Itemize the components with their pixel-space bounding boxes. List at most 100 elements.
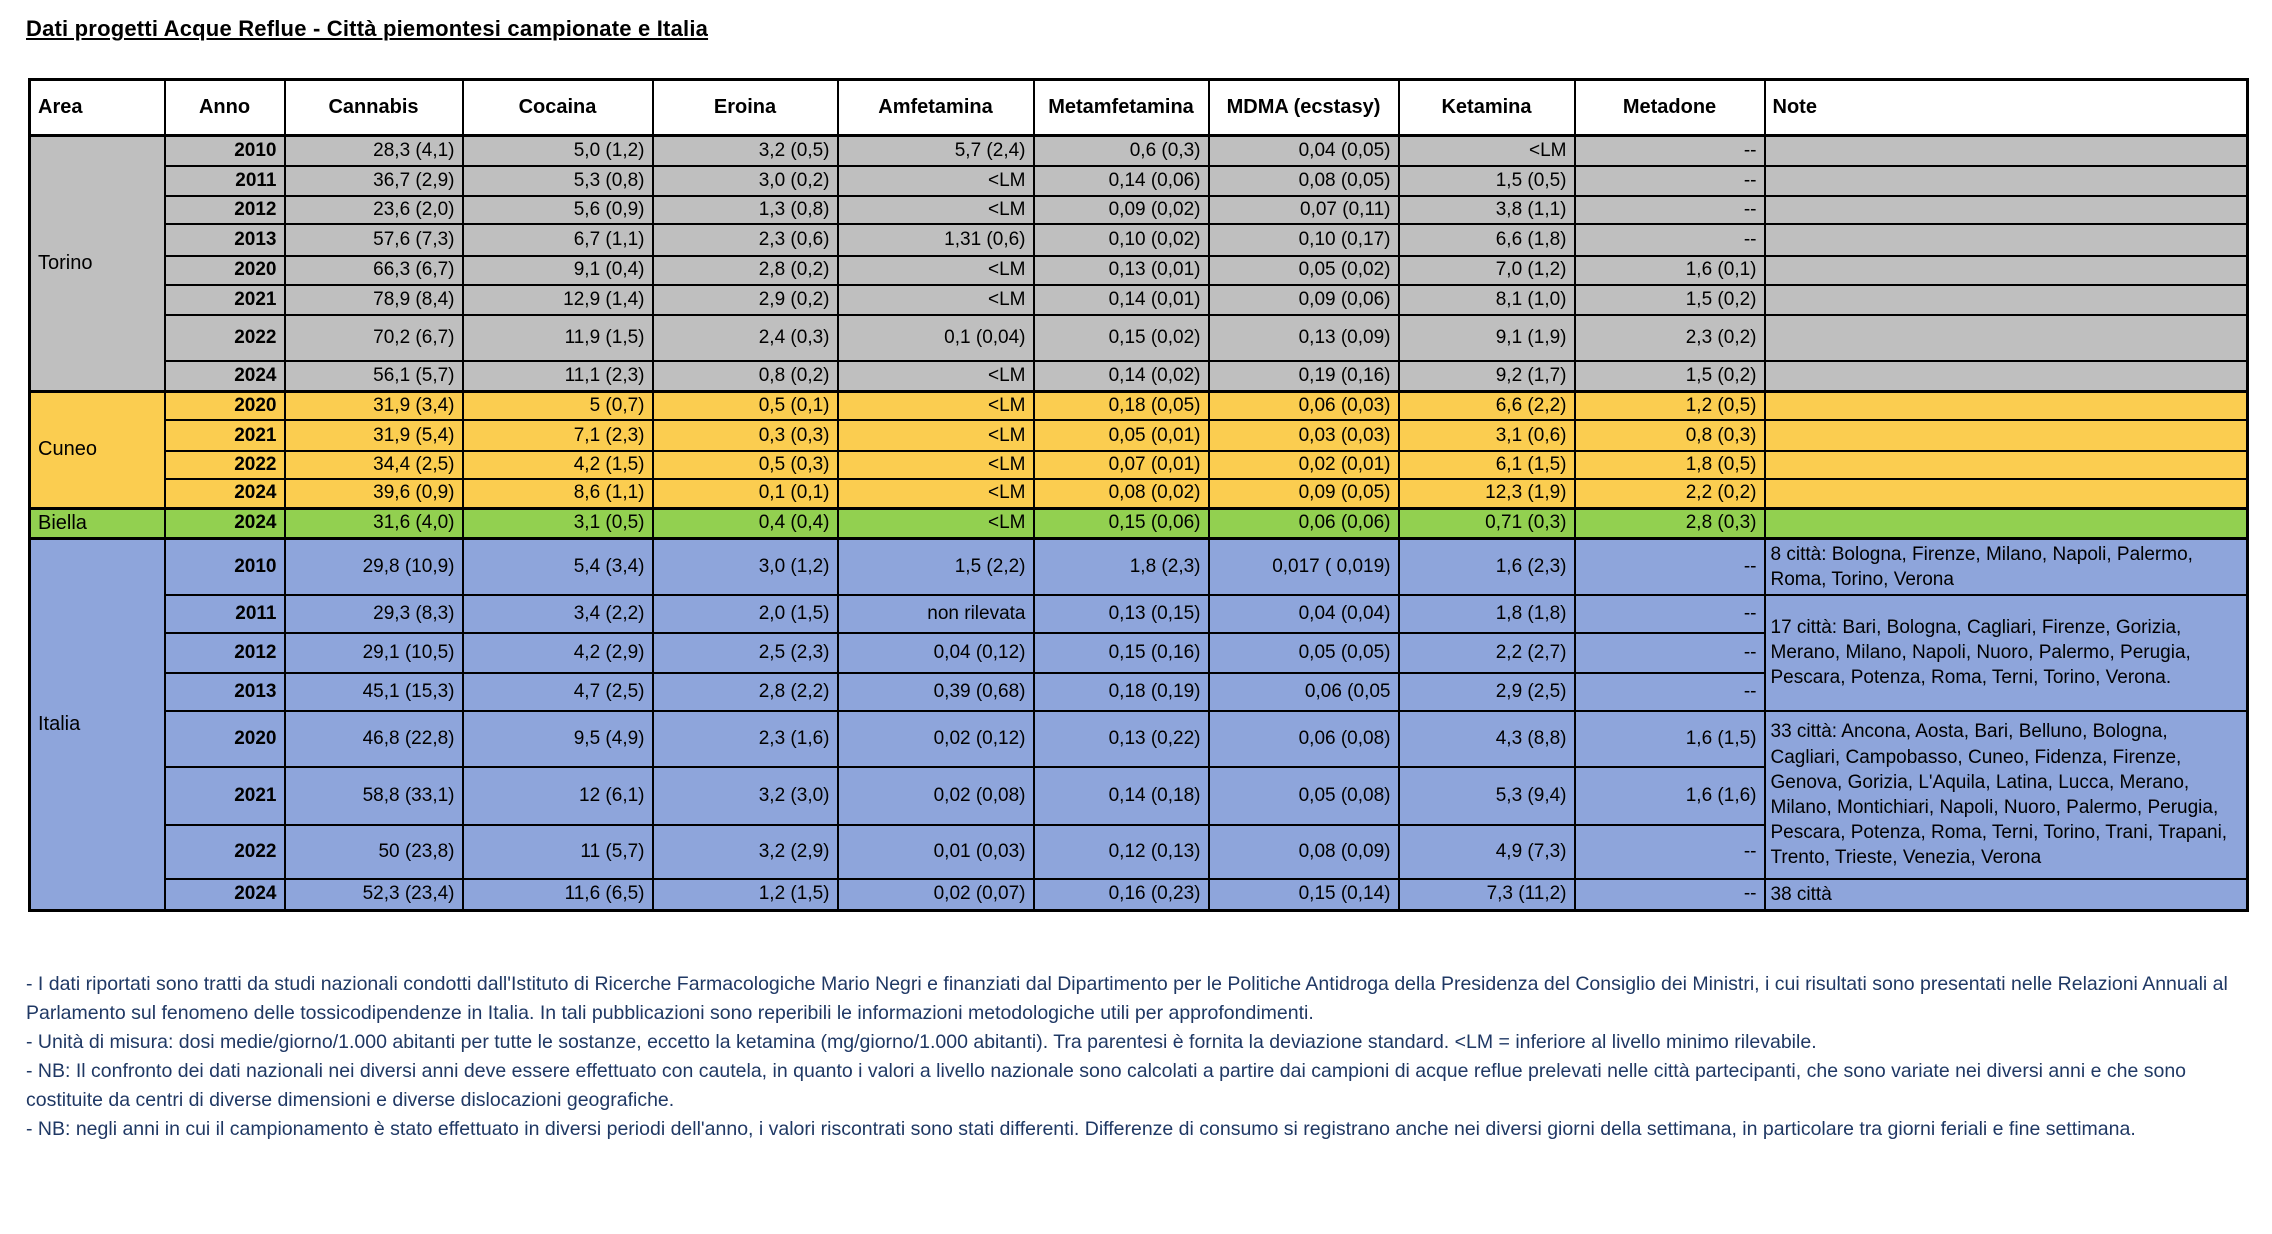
note-cell: 33 città: Ancona, Aosta, Bari, Belluno, … xyxy=(1763,709,2249,880)
note-cell xyxy=(1763,390,2249,421)
value-cell: 6,6 (1,8) xyxy=(1397,222,1576,257)
value-cell: 1,2 (1,5) xyxy=(651,877,839,912)
value-cell: 9,1 (0,4) xyxy=(461,254,654,286)
year-cell: 2011 xyxy=(163,593,286,634)
value-cell: 0,14 (0,18) xyxy=(1032,765,1210,826)
note-cell xyxy=(1763,283,2249,316)
value-cell: -- xyxy=(1573,877,1766,912)
value-cell: 0,18 (0,05) xyxy=(1032,390,1210,421)
value-cell: 3,2 (2,9) xyxy=(651,823,839,880)
value-cell: 5,3 (9,4) xyxy=(1397,765,1576,826)
table-row: 2022 50 (23,8) 11 (5,7) 3,2 (2,9) 0,01 (0,03… xyxy=(30,823,2248,880)
value-cell: <LM xyxy=(836,478,1035,509)
value-cell: 11,9 (1,5) xyxy=(461,313,654,362)
column-header: Metadone xyxy=(1573,78,1766,137)
value-cell: 0,13 (0,01) xyxy=(1032,254,1210,286)
value-cell: 5,6 (0,9) xyxy=(461,194,654,225)
column-header: Eroina xyxy=(651,78,839,137)
value-cell: 0,017 ( 0,019) xyxy=(1207,536,1400,596)
value-cell: 3,4 (2,2) xyxy=(461,593,654,634)
value-cell: 1,31 (0,6) xyxy=(836,222,1035,257)
value-cell: 29,8 (10,9) xyxy=(283,536,464,596)
column-header: Cannabis xyxy=(283,78,464,137)
note-cell xyxy=(1763,164,2249,197)
value-cell: 1,6 (2,3) xyxy=(1397,536,1576,596)
value-cell: 0,07 (0,11) xyxy=(1207,194,1400,225)
value-cell: 0,6 (0,3) xyxy=(1032,134,1210,167)
value-cell: <LM xyxy=(1397,134,1576,167)
value-cell: 0,09 (0,05) xyxy=(1207,478,1400,509)
year-cell: 2011 xyxy=(163,164,286,197)
year-cell: 2024 xyxy=(163,478,286,509)
value-cell: 7,0 (1,2) xyxy=(1397,254,1576,286)
value-cell: 45,1 (15,3) xyxy=(283,671,464,712)
value-cell: 70,2 (6,7) xyxy=(283,313,464,362)
value-cell: 31,9 (5,4) xyxy=(283,419,464,452)
table-row: 2021 78,9 (8,4) 12,9 (1,4) 2,9 (0,2) <LM 0,14… xyxy=(30,283,2249,316)
year-cell: 2020 xyxy=(163,254,286,286)
year-cell: 2021 xyxy=(163,419,286,452)
value-cell: 8,1 (1,0) xyxy=(1397,283,1576,316)
value-cell: 0,13 (0,15) xyxy=(1032,593,1210,634)
value-cell: 0,39 (0,68) xyxy=(836,671,1035,712)
value-cell: 7,3 (11,2) xyxy=(1397,877,1576,912)
table-row: 2020 46,8 (22,8) 9,5 (4,9) 2,3 (1,6) 0,02 (0… xyxy=(30,709,2249,880)
column-header: Note xyxy=(1763,78,2249,137)
value-cell: 2,2 (0,2) xyxy=(1573,478,1766,509)
value-cell: 0,06 (0,03) xyxy=(1207,390,1400,421)
value-cell: 4,3 (8,8) xyxy=(1397,709,1576,768)
value-cell: 36,7 (2,9) xyxy=(283,164,464,197)
table-body: Torino 2010 28,3 (4,1) 5,0 (1,2) 3,2 (0,5) 5,… xyxy=(28,134,2249,912)
column-header: Cocaina xyxy=(461,78,654,137)
value-cell: 2,3 (0,6) xyxy=(651,222,839,257)
table-row: Cuneo 2020 31,9 (3,4) 5 (0,7) 0,5 (0,1) <LM 0,… xyxy=(28,390,2249,509)
value-cell: 34,4 (2,5) xyxy=(283,450,464,480)
value-cell: 8,6 (1,1) xyxy=(461,478,654,509)
footnote-line: - NB: negli anni in cui il campionamento… xyxy=(26,1117,2136,1140)
value-cell: 1,8 (0,5) xyxy=(1573,450,1766,480)
value-cell: 0,02 (0,07) xyxy=(836,877,1035,912)
value-cell: 2,4 (0,3) xyxy=(651,313,839,362)
value-cell: 46,8 (22,8) xyxy=(283,709,464,768)
year-cell: 2012 xyxy=(163,194,286,225)
value-cell: 11,1 (2,3) xyxy=(461,359,654,393)
value-cell: 0,3 (0,3) xyxy=(651,419,839,452)
value-cell: 0,5 (0,3) xyxy=(651,450,839,480)
area-cell: Torino xyxy=(28,134,166,393)
value-cell: 4,7 (2,5) xyxy=(461,671,654,712)
value-cell: 0,15 (0,16) xyxy=(1032,631,1210,674)
value-cell: 2,5 (2,3) xyxy=(651,631,839,674)
value-cell: 6,1 (1,5) xyxy=(1397,450,1576,480)
value-cell: 0,08 (0,09) xyxy=(1207,823,1400,880)
value-cell: 1,5 (0,5) xyxy=(1397,164,1576,197)
value-cell: 9,5 (4,9) xyxy=(461,709,654,768)
value-cell: 0,13 (0,22) xyxy=(1032,709,1210,768)
footnotes: - I dati riportati sono tratti da studi … xyxy=(26,970,2252,1144)
value-cell: 57,6 (7,3) xyxy=(283,222,464,257)
value-cell: 0,1 (0,04) xyxy=(836,313,1035,362)
value-cell: <LM xyxy=(836,419,1035,452)
value-cell: 3,0 (0,2) xyxy=(651,164,839,197)
value-cell: 66,3 (6,7) xyxy=(283,254,464,286)
value-cell: 1,6 (0,1) xyxy=(1573,254,1766,286)
year-cell: 2022 xyxy=(163,450,286,480)
column-header: Anno xyxy=(163,78,286,137)
area-cell: Biella xyxy=(28,506,166,539)
value-cell: 0,05 (0,02) xyxy=(1207,254,1400,286)
value-cell: 56,1 (5,7) xyxy=(283,359,464,393)
value-cell: 0,07 (0,01) xyxy=(1032,450,1210,480)
value-cell: 0,14 (0,02) xyxy=(1032,359,1210,393)
year-cell: 2013 xyxy=(163,671,286,712)
value-cell: 9,2 (1,7) xyxy=(1397,359,1576,393)
value-cell: 29,3 (8,3) xyxy=(283,593,464,634)
value-cell: 0,14 (0,01) xyxy=(1032,283,1210,316)
value-cell: 0,09 (0,02) xyxy=(1032,194,1210,225)
value-cell: <LM xyxy=(836,164,1035,197)
value-cell: 0,02 (0,12) xyxy=(836,709,1035,768)
value-cell: 0,08 (0,02) xyxy=(1032,478,1210,509)
value-cell: 0,15 (0,02) xyxy=(1032,313,1210,362)
value-cell: <LM xyxy=(836,390,1035,421)
value-cell: 6,7 (1,1) xyxy=(461,222,654,257)
value-cell: 12,3 (1,9) xyxy=(1397,478,1576,509)
value-cell: 0,01 (0,03) xyxy=(836,823,1035,880)
